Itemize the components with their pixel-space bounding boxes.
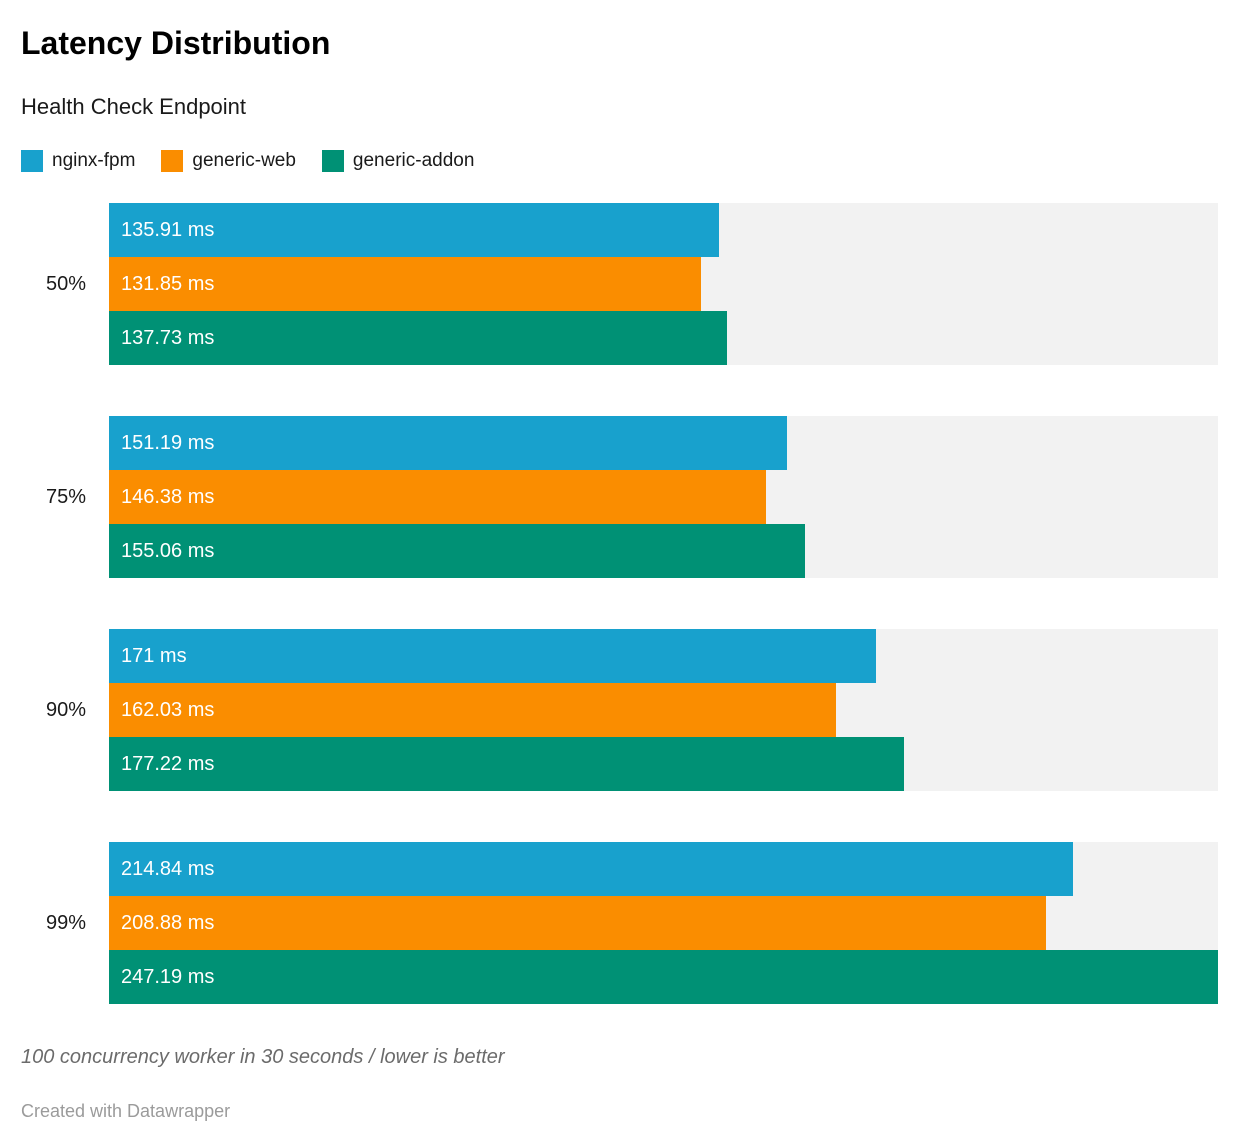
- category-label: 90%: [45, 698, 86, 721]
- bar-value-label: 151.19 ms: [121, 431, 215, 454]
- bar-group-99pct: 99% 214.84 ms 208.88 ms 247.19 ms: [21, 842, 1218, 1004]
- bar-value-label: 162.03 ms: [121, 698, 215, 721]
- bar-generic-web: 146.38 ms: [109, 470, 766, 524]
- category-label: 75%: [45, 485, 86, 508]
- legend-swatch-icon: [21, 150, 43, 172]
- bar-generic-web: 208.88 ms: [109, 896, 1047, 950]
- legend-swatch-icon: [161, 150, 184, 172]
- bar-value-label: 146.38 ms: [121, 485, 215, 508]
- bar-value-label: 177.22 ms: [121, 752, 215, 775]
- bar-nginx-fpm: 151.19 ms: [109, 416, 788, 470]
- category-label: 99%: [45, 911, 86, 934]
- chart-note: 100 concurrency worker in 30 seconds / l…: [21, 1046, 505, 1068]
- bar-value-label: 155.06 ms: [121, 539, 215, 562]
- bar-generic-addon: 177.22 ms: [109, 737, 905, 791]
- bar-track: 214.84 ms 208.88 ms 247.19 ms: [109, 842, 1218, 1004]
- category-cell: 50%: [21, 203, 109, 365]
- bar-value-label: 171 ms: [121, 644, 187, 667]
- bar-group-75pct: 75% 151.19 ms 146.38 ms 155.06 ms: [21, 416, 1218, 578]
- legend-label: nginx-fpm: [52, 150, 136, 171]
- bar-value-label: 247.19 ms: [121, 965, 215, 988]
- bar-value-label: 214.84 ms: [121, 857, 215, 880]
- category-cell: 90%: [21, 629, 109, 791]
- bar-chart: 50% 135.91 ms 131.85 ms 137.73 ms 75% 151.19 …: [21, 203, 1218, 1004]
- legend-item-nginx-fpm: nginx-fpm: [21, 150, 135, 172]
- legend-swatch-icon: [321, 150, 344, 172]
- bar-group-90pct: 90% 171 ms 162.03 ms 177.22 ms: [21, 629, 1218, 791]
- bar-value-label: 135.91 ms: [121, 218, 215, 241]
- bar-generic-addon: 247.19 ms: [109, 950, 1218, 1004]
- bar-generic-web: 162.03 ms: [109, 683, 836, 737]
- bar-nginx-fpm: 135.91 ms: [109, 203, 719, 257]
- bar-value-label: 137.73 ms: [121, 326, 215, 349]
- legend-label: generic-web: [192, 150, 296, 171]
- category-cell: 99%: [21, 842, 109, 1004]
- category-cell: 75%: [21, 416, 109, 578]
- bar-nginx-fpm: 171 ms: [109, 629, 877, 683]
- bar-track: 171 ms 162.03 ms 177.22 ms: [109, 629, 1218, 791]
- chart-subtitle: Health Check Endpoint: [21, 94, 247, 119]
- bar-generic-addon: 137.73 ms: [109, 311, 727, 365]
- datawrapper-attribution-link[interactable]: Created with Datawrapper: [21, 1101, 231, 1121]
- bar-nginx-fpm: 214.84 ms: [109, 842, 1073, 896]
- bar-track: 135.91 ms 131.85 ms 137.73 ms: [109, 203, 1218, 365]
- legend-label: generic-addon: [352, 150, 475, 171]
- legend-item-generic-addon: generic-addon: [321, 150, 475, 172]
- bar-value-label: 208.88 ms: [121, 911, 215, 934]
- bar-track: 151.19 ms 146.38 ms 155.06 ms: [109, 416, 1218, 578]
- bar-generic-web: 131.85 ms: [109, 257, 701, 311]
- bar-value-label: 131.85 ms: [121, 272, 215, 295]
- chart-title: Latency Distribution: [21, 25, 331, 61]
- bar-group-50pct: 50% 135.91 ms 131.85 ms 137.73 ms: [21, 203, 1218, 365]
- legend: nginx-fpm generic-web generic-addon: [21, 150, 1218, 172]
- legend-item-generic-web: generic-web: [161, 150, 296, 172]
- category-label: 50%: [45, 272, 86, 295]
- bar-generic-addon: 155.06 ms: [109, 524, 805, 578]
